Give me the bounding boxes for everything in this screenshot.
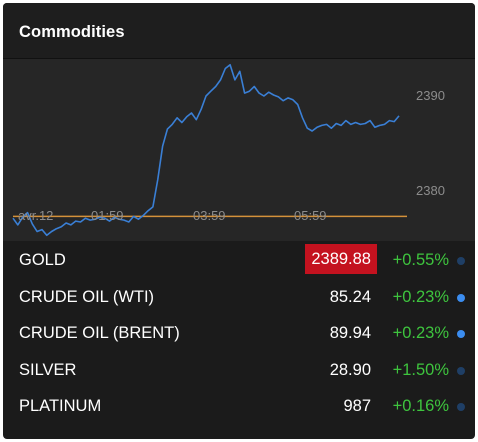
commodity-price: 2389.88 — [305, 244, 377, 274]
commodity-change: +0.23% — [392, 287, 449, 306]
status-dot-icon — [457, 366, 465, 375]
y-tick-label: 2380 — [416, 183, 445, 198]
commodity-row-silver[interactable]: SILVER 28.90 +1.50% — [3, 351, 475, 388]
commodity-name: GOLD — [19, 251, 66, 269]
commodity-price: 85.24 — [329, 287, 371, 306]
commodity-price: 28.90 — [329, 360, 371, 379]
widget-header: Commodities — [3, 3, 475, 59]
price-chart[interactable]: 2390 2380 avr.12 01:59 03:59 05:59 — [3, 59, 475, 241]
commodity-change: +1.50% — [392, 360, 449, 379]
chart-canvas: 2390 2380 avr.12 01:59 03:59 05:59 — [12, 63, 445, 237]
status-dot-icon — [457, 403, 465, 411]
commodity-price: 987 — [343, 397, 371, 415]
commodity-row-crude-oil-brent[interactable]: CRUDE OIL (BRENT) 89.94 +0.23% — [3, 314, 475, 351]
commodity-row-platinum[interactable]: PLATINUM 987 +0.16% — [3, 387, 475, 424]
commodity-change: +0.16% — [392, 397, 449, 415]
price-line — [12, 63, 400, 237]
commodity-row-gold[interactable]: GOLD 2389.88 +0.55% — [3, 241, 475, 278]
commodity-row-crude-oil-wti[interactable]: CRUDE OIL (WTI) 85.24 +0.23% — [3, 278, 475, 315]
commodity-name: SILVER — [19, 360, 77, 379]
commodity-price: 89.94 — [329, 324, 371, 342]
x-tick-label: 03:59 — [193, 208, 226, 223]
commodity-name: PLATINUM — [19, 397, 102, 415]
x-tick-label: avr.12 — [18, 208, 53, 223]
commodities-widget: Commodities 2390 2380 avr.12 01:59 03:59 05:5… — [3, 3, 475, 439]
widget-title: Commodities — [19, 23, 125, 41]
status-dot-icon — [457, 293, 465, 302]
status-dot-icon — [457, 330, 465, 338]
y-tick-label: 2390 — [416, 88, 445, 103]
commodity-change: +0.23% — [392, 324, 449, 342]
commodity-name: CRUDE OIL (BRENT) — [19, 324, 180, 342]
commodity-name: CRUDE OIL (WTI) — [19, 287, 155, 306]
commodity-change: +0.55% — [392, 251, 449, 269]
x-tick-label: 05:59 — [294, 208, 327, 223]
status-dot-icon — [457, 257, 465, 265]
commodity-list: GOLD 2389.88 +0.55% CRUDE OIL (WTI) 85.2… — [3, 241, 475, 424]
x-tick-label: 01:59 — [91, 208, 124, 223]
